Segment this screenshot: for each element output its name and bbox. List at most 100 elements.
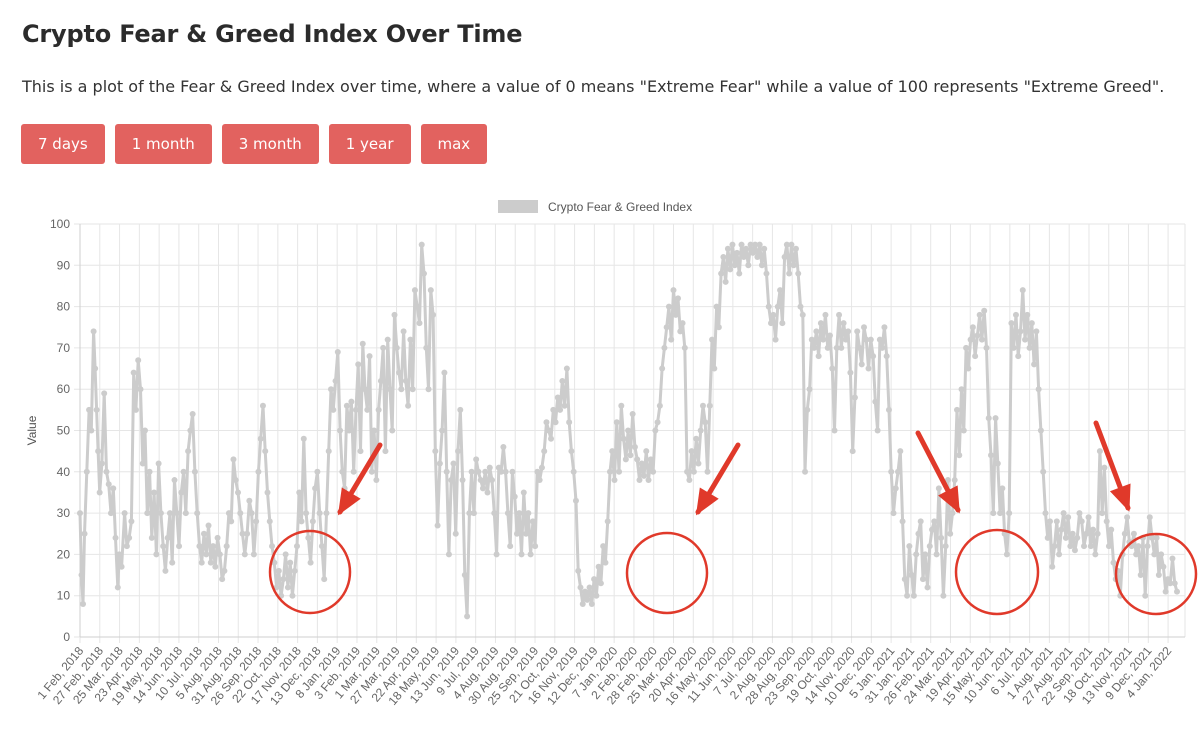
data-point bbox=[423, 344, 430, 351]
range-3-month-button[interactable]: 3 month bbox=[221, 124, 319, 164]
data-point bbox=[895, 468, 902, 475]
data-point bbox=[523, 530, 530, 537]
data-point bbox=[851, 394, 858, 401]
data-point bbox=[924, 584, 931, 591]
data-point bbox=[389, 427, 396, 434]
data-point bbox=[77, 510, 83, 517]
range-1-year-button[interactable]: 1 year bbox=[328, 124, 411, 164]
data-point bbox=[988, 452, 995, 459]
annotation-circle-2 bbox=[625, 531, 709, 615]
data-point bbox=[525, 510, 532, 517]
data-point bbox=[146, 468, 153, 475]
data-point bbox=[118, 563, 125, 570]
data-point bbox=[865, 365, 872, 372]
data-point bbox=[1049, 563, 1056, 570]
y-tick-label: 20 bbox=[57, 547, 71, 561]
data-point bbox=[790, 262, 797, 269]
data-point bbox=[568, 448, 575, 455]
data-point bbox=[1078, 518, 1085, 525]
data-point bbox=[545, 427, 552, 434]
data-point bbox=[606, 468, 613, 475]
data-point bbox=[577, 584, 584, 591]
data-point bbox=[867, 336, 874, 343]
data-point bbox=[504, 510, 511, 517]
data-point bbox=[386, 386, 393, 393]
data-point bbox=[654, 419, 661, 426]
data-point bbox=[768, 320, 775, 327]
data-point bbox=[484, 489, 491, 496]
data-point bbox=[926, 543, 933, 550]
data-point bbox=[1160, 563, 1167, 570]
data-point bbox=[752, 241, 759, 248]
data-point bbox=[786, 270, 793, 277]
data-point bbox=[348, 398, 355, 405]
data-point bbox=[323, 510, 330, 517]
data-point bbox=[833, 344, 840, 351]
data-point bbox=[164, 534, 171, 541]
range-1-month-button[interactable]: 1 month bbox=[114, 124, 212, 164]
data-point bbox=[529, 518, 536, 525]
data-point bbox=[631, 444, 638, 451]
range-7-days-button[interactable]: 7 days bbox=[21, 124, 105, 164]
data-point bbox=[552, 419, 559, 426]
data-point bbox=[241, 551, 248, 558]
data-point bbox=[1026, 344, 1033, 351]
data-point bbox=[804, 406, 811, 413]
data-point bbox=[400, 328, 407, 335]
data-point bbox=[103, 468, 110, 475]
data-point bbox=[616, 468, 623, 475]
data-point bbox=[550, 406, 557, 413]
data-point bbox=[733, 249, 740, 256]
data-point bbox=[228, 518, 235, 525]
data-point bbox=[593, 592, 600, 599]
data-point bbox=[697, 427, 704, 434]
data-point bbox=[754, 254, 761, 261]
data-point bbox=[232, 477, 239, 484]
data-point bbox=[627, 452, 634, 459]
data-point bbox=[620, 435, 627, 442]
data-point bbox=[457, 406, 464, 413]
data-point bbox=[588, 600, 595, 607]
range-button-group: 7 days 1 month 3 month 1 year max bbox=[21, 124, 488, 164]
data-point bbox=[244, 530, 251, 537]
data-point bbox=[994, 460, 1001, 467]
data-point bbox=[949, 510, 956, 517]
data-point bbox=[468, 468, 475, 475]
data-point bbox=[967, 336, 974, 343]
data-point bbox=[105, 481, 112, 488]
data-point bbox=[677, 328, 684, 335]
data-point bbox=[473, 456, 480, 463]
data-point bbox=[477, 477, 484, 484]
data-point bbox=[491, 510, 498, 517]
range-max-button[interactable]: max bbox=[420, 124, 488, 164]
data-point bbox=[702, 419, 709, 426]
data-point bbox=[398, 386, 405, 393]
data-point bbox=[314, 468, 321, 475]
data-point bbox=[976, 311, 983, 318]
data-point bbox=[253, 518, 260, 525]
data-point bbox=[409, 386, 416, 393]
data-point bbox=[144, 510, 151, 517]
data-point bbox=[255, 468, 262, 475]
data-point bbox=[792, 245, 799, 252]
data-point bbox=[695, 460, 702, 467]
data-point bbox=[382, 448, 389, 455]
data-point bbox=[919, 576, 926, 583]
data-point bbox=[822, 311, 829, 318]
data-point bbox=[479, 485, 486, 492]
chart-legend[interactable]: Crypto Fear & Greed Index bbox=[498, 200, 692, 214]
data-point bbox=[724, 245, 731, 252]
data-point bbox=[210, 543, 217, 550]
data-point bbox=[1037, 427, 1044, 434]
data-point bbox=[1105, 543, 1112, 550]
data-point bbox=[745, 262, 752, 269]
data-point bbox=[874, 427, 881, 434]
data-point bbox=[881, 324, 888, 331]
data-point bbox=[947, 530, 954, 537]
data-point bbox=[718, 270, 725, 277]
data-point bbox=[1067, 543, 1074, 550]
data-point bbox=[203, 551, 210, 558]
data-point bbox=[455, 448, 462, 455]
data-point bbox=[257, 435, 264, 442]
